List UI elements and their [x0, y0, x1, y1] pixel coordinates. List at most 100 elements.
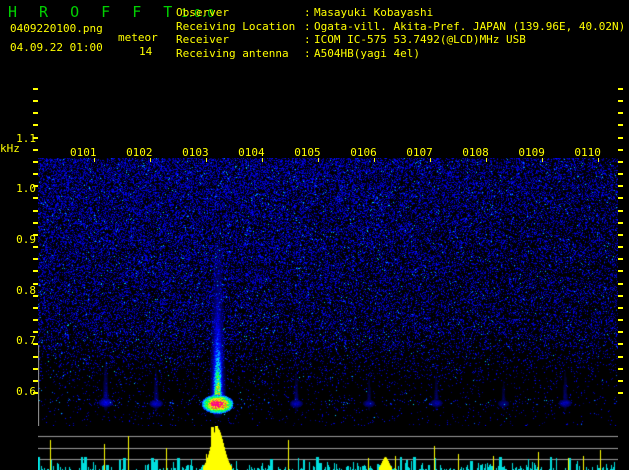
y-axis-tick-left — [33, 124, 38, 126]
info-sep: : — [304, 33, 311, 46]
y-axis-tick-left — [33, 161, 38, 163]
y-axis-tick-right — [618, 210, 623, 212]
x-axis-tick — [150, 158, 151, 162]
y-axis-tick-left — [33, 270, 38, 272]
y-axis-tick-right — [618, 368, 623, 370]
y-axis-tick-left — [33, 258, 38, 260]
y-axis-label: 1.1 — [16, 131, 36, 145]
y-axis-tick-left — [33, 331, 38, 333]
x-axis-label: 0103 — [182, 146, 209, 159]
y-axis-tick-right — [618, 331, 623, 333]
y-axis-tick-right — [618, 137, 623, 139]
x-axis-tick — [598, 158, 599, 162]
y-axis-tick-right — [618, 185, 623, 187]
y-axis-tick-left — [33, 307, 38, 309]
app-version: 1.0.0 — [180, 7, 214, 20]
x-axis-label: 0108 — [462, 146, 489, 159]
y-axis-label: 0.9 — [16, 233, 36, 246]
y-axis-tick-right — [618, 149, 623, 151]
y-axis-tick-left — [33, 246, 38, 248]
info-key: Receiving antenna — [176, 46, 289, 60]
y-axis-tick-right — [618, 197, 623, 199]
y-axis-tick-right — [618, 112, 623, 114]
x-axis-label: 0101 — [70, 146, 97, 159]
station-info: Observer: Masayuki Kobayashi Receiving Lo… — [176, 6, 625, 60]
meteor-count-label: meteor — [118, 31, 158, 44]
x-axis-label: 0110 — [574, 146, 601, 159]
y-axis-tick-left — [33, 295, 38, 297]
info-sep: : — [304, 46, 311, 60]
spectrogram-panel: kHz 1.1 1.0 0.9 0.8 0.7 0.6 0101 0102 0103 0104 01… — [0, 70, 629, 470]
x-axis-tick — [542, 158, 543, 162]
y-axis-tick-left — [33, 368, 38, 370]
y-axis-tick-left — [33, 234, 38, 236]
y-axis-tick-left — [33, 137, 38, 139]
y-axis-tick-left — [33, 197, 38, 199]
file-name: 0409220100.png — [10, 22, 103, 35]
x-axis-tick — [206, 158, 207, 162]
y-axis-tick-left — [33, 185, 38, 187]
info-value: ICOM IC-575 53.7492(@LCD)MHz USB — [314, 33, 526, 46]
info-row-receiving-location: Receiving Location: Ogata-vill. Akita-Pre… — [176, 20, 625, 34]
y-axis-tick-right — [618, 173, 623, 175]
info-row-receiver: Receiver: ICOM IC-575 53.7492(@LCD)MHz US… — [176, 33, 625, 47]
x-axis-tick — [430, 158, 431, 162]
y-axis-tick-right — [618, 319, 623, 321]
x-axis-label: 0106 — [350, 146, 377, 159]
x-axis-tick — [94, 158, 95, 162]
y-axis-tick-left — [33, 283, 38, 285]
y-axis-tick-left — [33, 380, 38, 382]
app-title-row: H R O F F T 1.0.0 — [8, 2, 214, 21]
x-axis-label: 0109 — [518, 146, 545, 159]
y-axis-tick-right — [618, 161, 623, 163]
y-axis-tick-right — [618, 307, 623, 309]
y-axis-tick-left — [33, 222, 38, 224]
x-axis-tick — [262, 158, 263, 162]
y-axis-tick-right — [618, 295, 623, 297]
y-axis-tick-left — [33, 112, 38, 114]
x-axis-label: 0107 — [406, 146, 433, 159]
y-axis-tick-left — [33, 88, 38, 90]
info-sep: : — [304, 19, 311, 33]
x-axis-tick — [374, 158, 375, 162]
y-axis-unit-label: kHz — [0, 142, 20, 155]
y-axis-tick-right — [618, 88, 623, 90]
info-sep: : — [304, 6, 311, 19]
amplitude-strip-canvas — [38, 426, 618, 470]
x-axis-tick — [486, 158, 487, 162]
y-axis-tick-right — [618, 246, 623, 248]
spectrogram-canvas — [38, 158, 618, 426]
y-axis-tick-left — [33, 392, 38, 394]
y-axis-label: 0.8 — [16, 283, 36, 297]
y-axis-tick-left — [33, 343, 38, 345]
x-axis-label: 0105 — [294, 146, 321, 159]
y-axis-tick-left — [33, 319, 38, 321]
y-axis-label: 1.0 — [16, 182, 36, 196]
y-axis-tick-right — [618, 356, 623, 358]
y-axis-tick-left — [33, 356, 38, 358]
info-key: Receiver — [176, 33, 229, 46]
info-key: Receiving Location — [176, 19, 296, 33]
y-axis-tick-right — [618, 258, 623, 260]
y-axis-tick-right — [618, 283, 623, 285]
file-datetime: 04.09.22 01:00 — [10, 41, 103, 54]
meteor-count-value: 14 — [139, 45, 153, 58]
y-axis-tick-left — [33, 100, 38, 102]
y-axis-tick-left — [33, 149, 38, 151]
x-axis-label: 0104 — [238, 146, 265, 159]
y-axis-tick-left — [33, 173, 38, 175]
info-key: Observer — [176, 6, 229, 19]
y-axis-tick-right — [618, 222, 623, 224]
info-row-observer: Observer: Masayuki Kobayashi — [176, 6, 625, 20]
x-axis-tick — [318, 158, 319, 162]
y-axis-tick-right — [618, 380, 623, 382]
x-axis-label: 0102 — [126, 146, 153, 159]
y-axis-tick-right — [618, 392, 623, 394]
info-row-receiving-antenna: Receiving antenna: A504HB(yagi 4el) — [176, 47, 625, 61]
y-axis-tick-right — [618, 343, 623, 345]
info-value: A504HB(yagi 4el) — [314, 46, 420, 60]
y-axis-tick-right — [618, 100, 623, 102]
y-axis-tick-right — [618, 124, 623, 126]
y-axis-tick-right — [618, 234, 623, 236]
